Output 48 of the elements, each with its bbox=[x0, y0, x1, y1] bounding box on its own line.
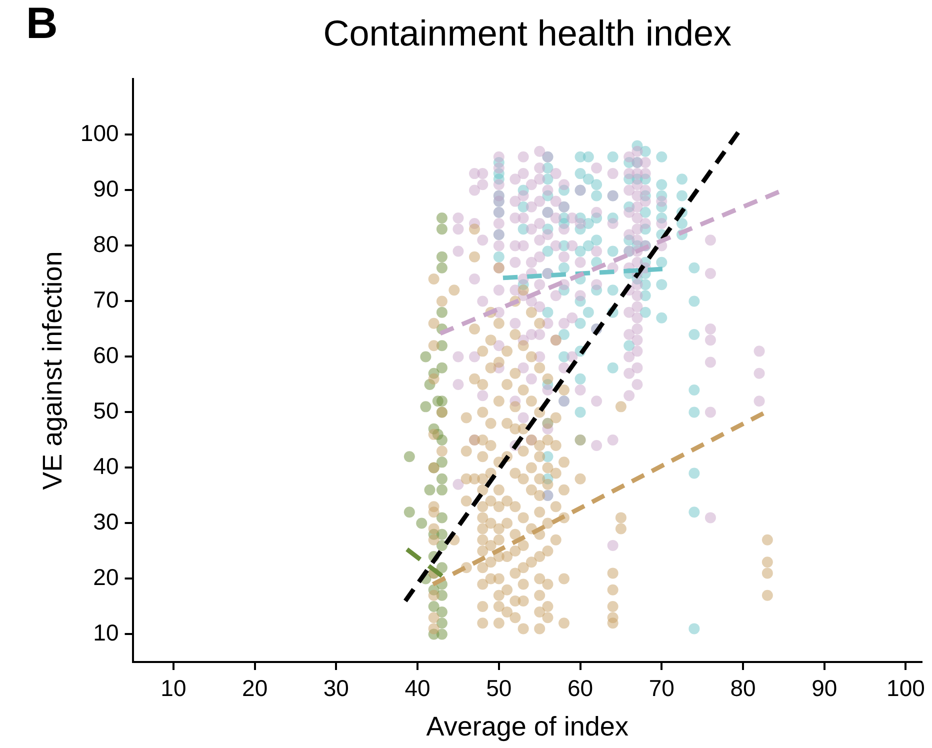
y-tick-label: 10 bbox=[93, 620, 119, 646]
x-tick-label: 30 bbox=[323, 675, 349, 702]
point bbox=[436, 251, 448, 262]
point bbox=[436, 262, 448, 274]
point bbox=[436, 362, 448, 374]
point bbox=[420, 351, 432, 362]
x-tick-label: 50 bbox=[486, 675, 512, 702]
y-tick-label: 100 bbox=[80, 120, 119, 146]
point bbox=[424, 484, 436, 496]
point bbox=[436, 628, 448, 640]
point bbox=[436, 528, 448, 540]
point bbox=[436, 212, 448, 224]
point bbox=[436, 618, 448, 629]
x-tick-label: 80 bbox=[730, 675, 756, 702]
point bbox=[404, 451, 415, 462]
point bbox=[416, 518, 428, 529]
point bbox=[436, 456, 448, 468]
point bbox=[436, 484, 448, 496]
point bbox=[436, 306, 448, 318]
point bbox=[436, 473, 448, 484]
point bbox=[428, 600, 440, 612]
y-tick-label: 60 bbox=[93, 342, 119, 368]
x-tick-label: 70 bbox=[648, 675, 674, 702]
x-tick-label: 40 bbox=[404, 675, 430, 702]
x-axis-title: Average of index bbox=[426, 711, 629, 742]
point bbox=[436, 540, 448, 551]
y-tick-label: 40 bbox=[93, 453, 119, 480]
y-axis-title: VE against infection bbox=[38, 251, 68, 490]
point bbox=[420, 401, 432, 412]
point bbox=[404, 506, 415, 518]
x-tick-label: 90 bbox=[812, 675, 838, 702]
chart-title: Containment health index bbox=[323, 12, 732, 54]
x-tick-label: 60 bbox=[567, 675, 594, 702]
y-tick-label: 90 bbox=[93, 176, 119, 202]
y-tick-label: 20 bbox=[93, 564, 119, 590]
point bbox=[436, 606, 448, 618]
point bbox=[436, 512, 448, 524]
text: B bbox=[26, 0, 58, 48]
y-tick-label: 30 bbox=[93, 508, 119, 535]
point bbox=[436, 562, 448, 574]
y-tick-label: 80 bbox=[93, 231, 119, 258]
x-tick-label: 100 bbox=[886, 675, 925, 702]
x-tick-label: 10 bbox=[160, 675, 186, 702]
y-tick-label: 70 bbox=[93, 286, 119, 313]
point bbox=[432, 396, 444, 407]
point bbox=[436, 224, 448, 235]
y-tick-label: 50 bbox=[93, 398, 119, 424]
x-tick-label: 20 bbox=[242, 675, 268, 702]
